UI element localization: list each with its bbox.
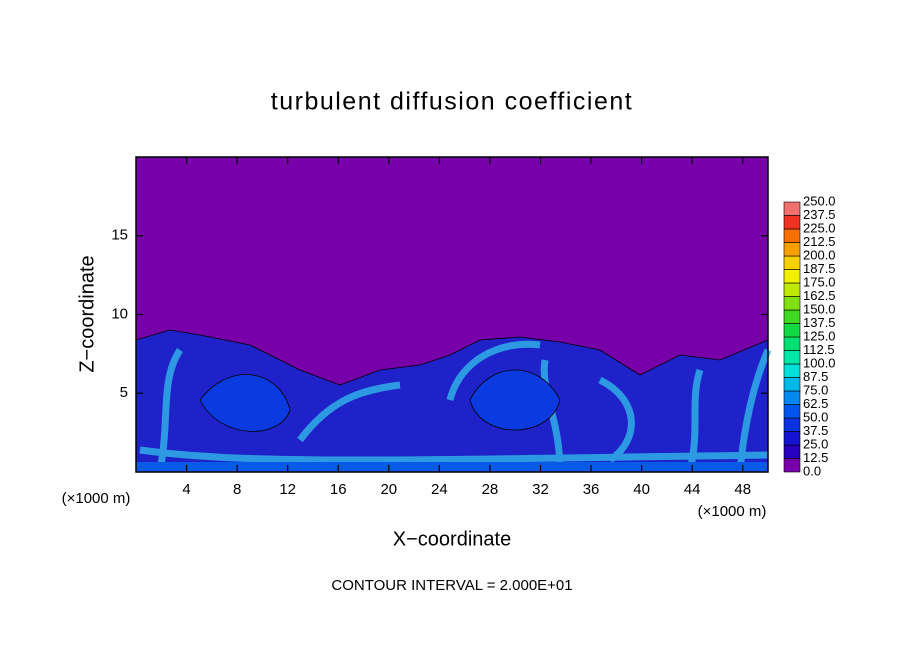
colorbar-segment [783,377,801,392]
colorbar-segment [783,255,801,270]
contour-interval: CONTOUR INTERVAL = 2.000E+01 [331,577,572,594]
colorbar-segment [783,458,801,473]
x-unit-label: (×1000 m) [698,503,767,520]
colorbar-segment [783,269,801,284]
x-tick-label: 36 [583,481,600,498]
colorbar-label: 12.5 [803,450,828,465]
colorbar-label: 187.5 [803,261,836,276]
colorbar-segment [783,323,801,338]
colorbar-segment [783,282,801,297]
colorbar-segment [783,431,801,446]
colorbar-label: 37.5 [803,423,828,438]
field-region [135,329,769,473]
x-tick-label: 16 [330,481,347,498]
colorbar-label: 137.5 [803,315,836,330]
y-tick-label: 15 [111,227,128,244]
colorbar-label: 225.0 [803,220,836,235]
field-ground [136,462,768,472]
colorbar-label: 62.5 [803,396,828,411]
x-tick-label: 40 [633,481,650,498]
colorbar-segment [783,242,801,257]
y-axis-label: Z−coordinate [76,255,98,372]
colorbar-label: 50.0 [803,409,828,424]
colorbar-label: 212.5 [803,234,836,249]
colorbar-segment [783,228,801,243]
x-tick-label: 32 [532,481,549,498]
x-axis-label: X−coordinate [393,528,511,550]
colorbar-segment [783,417,801,432]
x-tick-label: 4 [182,481,190,498]
colorbar-label: 25.0 [803,436,828,451]
colorbar-label: 125.0 [803,328,836,343]
colorbar-label: 200.0 [803,247,836,262]
colorbar-segment [783,404,801,419]
chart-title: turbulent diffusion coefficient [271,88,633,116]
x-tick-label: 28 [482,481,499,498]
colorbar-label: 237.5 [803,207,836,222]
colorbar-segment [783,363,801,378]
colorbar-label: 87.5 [803,369,828,384]
y-tick-label: 5 [120,384,128,401]
colorbar-segment [783,390,801,405]
colorbar-segment [783,444,801,459]
x-tick-label: 48 [734,481,751,498]
y-unit-label: (×1000 m) [62,490,131,507]
colorbar-label: 0.0 [803,463,821,478]
colorbar-segment [783,201,801,216]
colorbar-label: 150.0 [803,301,836,316]
colorbar-label: 112.5 [803,342,835,357]
field [135,157,772,473]
field-cell [199,369,561,432]
x-tick-label: 20 [380,481,397,498]
x-tick-label: 24 [431,481,448,498]
colorbar-label: 162.5 [803,288,836,303]
colorbar-label: 175.0 [803,274,836,289]
colorbar-label: 250.0 [803,193,836,208]
colorbar-segment [783,296,801,311]
y-tick-label: 10 [111,305,128,322]
x-tick-label: 44 [684,481,701,498]
x-tick-label: 12 [279,481,296,498]
colorbar-segment [783,309,801,324]
colorbar-segment [783,350,801,365]
colorbar-label: 75.0 [803,382,828,397]
x-tick-label: 8 [233,481,241,498]
colorbar-segment [783,336,801,351]
colorbar-segment [783,215,801,230]
colorbar-label: 100.0 [803,355,836,370]
